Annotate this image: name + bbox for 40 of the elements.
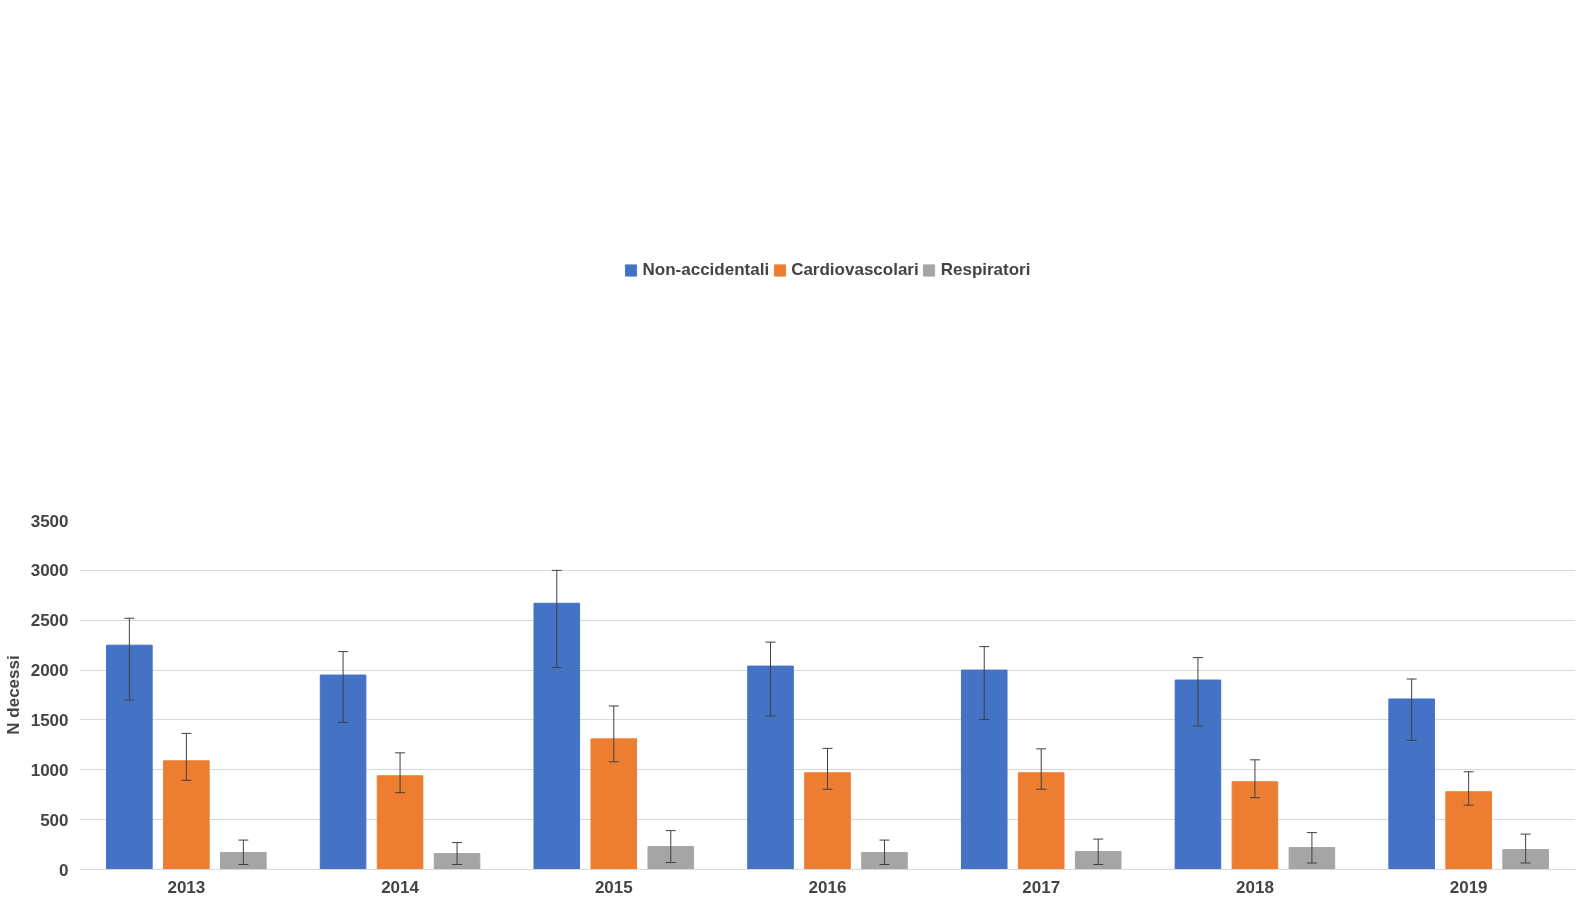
y-axis-title: N decessi [3, 655, 23, 735]
x-tick-label: 2015 [594, 877, 633, 897]
x-tick-label: 2018 [1236, 877, 1274, 897]
bar [861, 852, 908, 870]
bar [747, 665, 794, 870]
bar [163, 760, 210, 870]
bar [1074, 851, 1122, 870]
bar [804, 772, 851, 870]
bar [220, 852, 267, 870]
legend-label: Non-accidentali [642, 260, 770, 280]
y-tick-label: 3500 [30, 511, 69, 531]
bar [533, 602, 581, 870]
bar [1502, 849, 1549, 870]
bar [1017, 772, 1065, 870]
x-tick-label: 2016 [808, 877, 847, 897]
y-tick-label: 2000 [30, 661, 69, 681]
y-tick-label: 2500 [30, 611, 69, 631]
bar [433, 853, 481, 870]
x-tick-label: 2014 [381, 877, 420, 897]
bar [647, 846, 695, 870]
y-tick-label: 3000 [30, 561, 69, 581]
x-tick-label: 2017 [1022, 877, 1061, 897]
bar [590, 738, 638, 870]
x-tick-label: 2019 [1449, 877, 1488, 897]
legend-label: Cardiovascolari [791, 260, 919, 280]
y-tick-label: 1500 [30, 710, 69, 730]
bar [1174, 679, 1222, 870]
bar [960, 669, 1008, 870]
bar [319, 674, 367, 870]
y-tick-label: 0 [59, 860, 69, 880]
bar [1231, 781, 1279, 870]
bar [1445, 791, 1492, 870]
legend-label: Respiratori [940, 260, 1031, 280]
y-tick-label: 500 [40, 810, 69, 830]
bar [106, 644, 153, 870]
y-tick-label: 1000 [30, 760, 69, 780]
bar [376, 775, 424, 870]
bar [1388, 698, 1435, 870]
x-tick-label: 2013 [167, 877, 206, 897]
bar [1288, 847, 1336, 870]
